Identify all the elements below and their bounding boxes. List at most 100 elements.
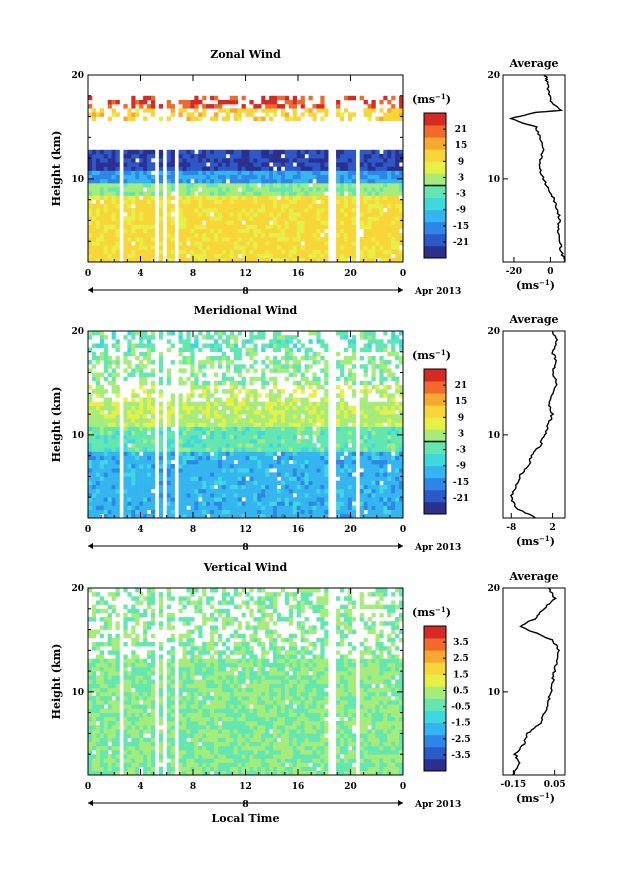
heatmap-cell — [265, 381, 269, 385]
heatmap-cell — [324, 497, 328, 501]
heatmap-cell — [108, 464, 112, 468]
heatmap-cell — [167, 377, 171, 381]
heatmap-cell — [179, 360, 183, 364]
heatmap-cell — [88, 204, 92, 208]
heatmap-cell — [104, 356, 108, 360]
heatmap-cell — [242, 191, 246, 195]
heatmap-cell — [379, 464, 383, 468]
heatmap-cell — [364, 385, 368, 389]
heatmap-cell — [206, 104, 210, 108]
heatmap-cell — [364, 485, 368, 489]
heatmap-cell — [249, 431, 253, 435]
heatmap-cell — [226, 377, 230, 381]
heatmap-cell — [269, 191, 273, 195]
heatmap-cell — [253, 216, 257, 220]
heatmap-cell — [383, 212, 387, 216]
heatmap-cell — [344, 150, 348, 154]
heatmap-cell — [88, 443, 92, 447]
heatmap-cell — [92, 464, 96, 468]
heatmap-cell — [379, 220, 383, 224]
heatmap-cell — [226, 456, 230, 460]
heatmap-cell — [269, 456, 273, 460]
heatmap-cell — [285, 422, 289, 426]
heatmap-cell — [348, 406, 352, 410]
heatmap-cell — [222, 410, 226, 414]
heatmap-cell — [135, 112, 139, 116]
heatmap-cell — [273, 254, 277, 258]
heatmap-cell — [108, 489, 112, 493]
heatmap-cell — [230, 485, 234, 489]
heatmap-cell — [368, 356, 372, 360]
heatmap-cell — [198, 435, 202, 439]
heatmap-cell — [344, 220, 348, 224]
heatmap-cell — [368, 183, 372, 187]
heatmap-cell — [305, 381, 309, 385]
heatmap-cell — [368, 200, 372, 204]
heatmap-cell — [147, 171, 151, 175]
heatmap-cell — [116, 460, 120, 464]
heatmap-cell — [116, 439, 120, 443]
heatmap-cell — [139, 175, 143, 179]
heatmap-cell — [202, 200, 206, 204]
heatmap-cell — [159, 389, 163, 393]
heatmap-cell — [123, 158, 127, 162]
heatmap-cell — [344, 154, 348, 158]
heatmap-cell — [379, 191, 383, 195]
heatmap-cell — [96, 443, 100, 447]
heatmap-cell — [383, 250, 387, 254]
heatmap-cell — [391, 393, 395, 397]
heatmap-cell — [277, 368, 281, 372]
heatmap-cell — [305, 402, 309, 406]
heatmap-cell — [147, 216, 151, 220]
heatmap-cell — [336, 175, 340, 179]
heatmap-cell — [285, 414, 289, 418]
heatmap-cell — [151, 343, 155, 347]
heatmap-cell — [226, 501, 230, 505]
heatmap-cell — [316, 497, 320, 501]
heatmap-cell — [104, 476, 108, 480]
heatmap-cell — [96, 187, 100, 191]
heatmap-cell — [139, 245, 143, 249]
heatmap-cell — [92, 171, 96, 175]
heatmap-cell — [273, 414, 277, 418]
heatmap-cell — [104, 460, 108, 464]
heatmap-cell — [100, 393, 104, 397]
heatmap-cell — [96, 385, 100, 389]
heatmap-cell — [143, 414, 147, 418]
heatmap-cell — [104, 220, 108, 224]
heatmap-cell — [100, 150, 104, 154]
heatmap-cell — [316, 250, 320, 254]
heatmap-cell — [289, 402, 293, 406]
colorbar-tick-label: -15 — [453, 478, 469, 488]
heatmap-cell — [238, 348, 242, 352]
heatmap-cell — [364, 489, 368, 493]
heatmap-cell — [230, 422, 234, 426]
heatmap-cell — [167, 254, 171, 258]
heatmap-cell — [249, 389, 253, 393]
heatmap-cell — [375, 481, 379, 485]
heatmap-cell — [186, 331, 190, 335]
heatmap-cell — [265, 472, 269, 476]
heatmap-cell — [340, 237, 344, 241]
heatmap-cell — [104, 377, 108, 381]
heatmap-cell — [171, 393, 175, 397]
heatmap-cell — [257, 481, 261, 485]
heatmap-cell — [226, 241, 230, 245]
heatmap-cell — [183, 418, 187, 422]
heatmap-cell — [171, 158, 175, 162]
heatmap-cell — [167, 237, 171, 241]
heatmap-cell — [116, 237, 120, 241]
heatmap-cell — [186, 393, 190, 397]
heatmap-cell — [116, 464, 120, 468]
heatmap-cell — [202, 204, 206, 208]
heatmap-cell — [352, 187, 356, 191]
heatmap-cell — [226, 506, 230, 510]
heatmap-cell — [301, 179, 305, 183]
heatmap-cell — [281, 447, 285, 451]
heatmap-cell — [127, 460, 131, 464]
heatmap-cell — [198, 216, 202, 220]
heatmap-cell — [206, 460, 210, 464]
heatmap-cell — [210, 233, 214, 237]
heatmap-cell — [372, 158, 376, 162]
heatmap-cell — [285, 501, 289, 505]
